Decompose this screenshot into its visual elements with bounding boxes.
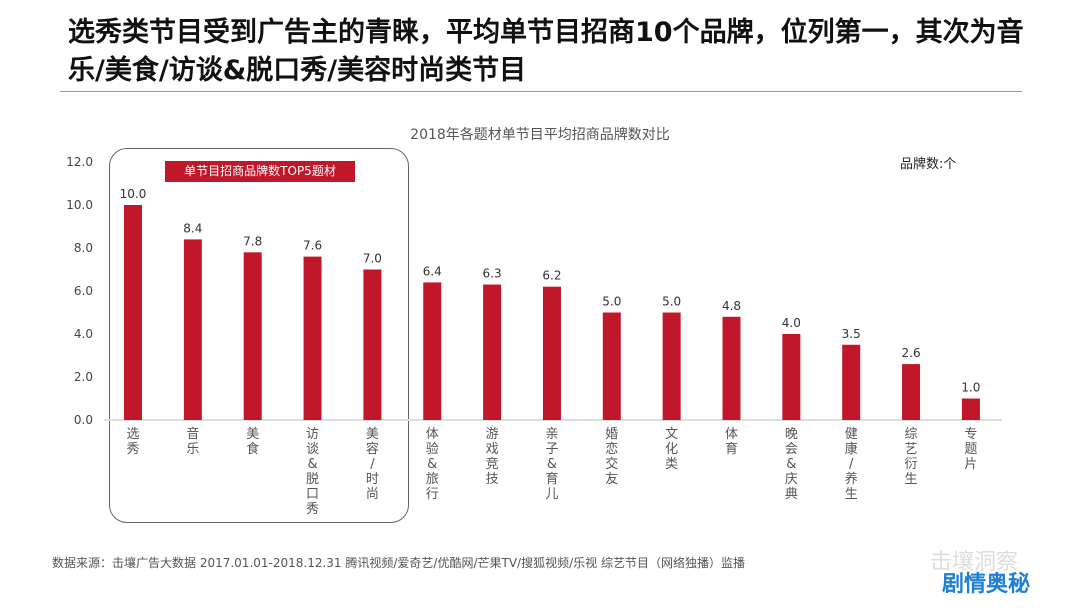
data-label: 4.8 — [722, 299, 741, 313]
x-tick-label: 体育 — [725, 427, 738, 457]
x-tick-label: 美食 — [246, 427, 259, 457]
data-label: 4.0 — [782, 316, 801, 330]
bar — [423, 282, 442, 420]
x-tick-label: 晚会&庆典 — [785, 427, 798, 502]
chart-title: 2018年各题材单节目平均招商品牌数对比 — [410, 127, 670, 143]
y-tick-label: 4.0 — [74, 327, 93, 341]
data-label: 3.5 — [842, 327, 861, 341]
x-tick-label: 健康/养生 — [845, 427, 858, 502]
data-label: 7.0 — [363, 252, 382, 266]
x-tick-label: 美容/时尚 — [366, 427, 379, 502]
x-tick-label: 综艺衍生 — [905, 427, 918, 487]
x-tick-label: 婚恋交友 — [605, 427, 618, 487]
bar — [782, 334, 801, 420]
data-label: 5.0 — [602, 295, 621, 309]
x-tick-label: 亲子&育儿 — [545, 427, 558, 502]
bar — [602, 312, 621, 420]
x-tick-label: 访谈&脱口秀 — [306, 427, 319, 517]
bar — [303, 256, 322, 420]
x-tick-label: 专题片 — [964, 427, 977, 472]
bar — [722, 316, 741, 420]
y-tick-label: 8.0 — [74, 241, 93, 255]
x-tick-label: 游戏竞技 — [486, 427, 499, 487]
y-axis-unit: 品牌数:个 — [900, 157, 957, 172]
data-label: 7.6 — [303, 239, 322, 253]
bar — [124, 205, 142, 420]
y-tick-label: 0.0 — [74, 413, 93, 427]
x-tick-label: 体验&旅行 — [426, 427, 439, 502]
data-label: 6.2 — [542, 269, 561, 283]
data-label: 2.6 — [902, 346, 921, 360]
bar — [363, 269, 382, 420]
data-label: 6.4 — [423, 264, 442, 278]
x-tick-label: 选秀 — [126, 427, 139, 457]
bar — [183, 239, 202, 420]
page-title: 选秀类节目受到广告主的青睐，平均单节目招商10个品牌，位列第一，其次为音乐/美食… — [68, 17, 1024, 86]
bar — [542, 286, 561, 420]
top5-label: 单节目招商品牌数TOP5题材 — [165, 161, 355, 182]
bar — [902, 364, 921, 420]
watermark-text: 击壤洞察 — [930, 550, 1019, 575]
bar — [662, 312, 681, 420]
y-tick-label: 2.0 — [74, 370, 93, 384]
data-label: 6.3 — [483, 267, 502, 281]
x-tick-label: 文化类 — [665, 427, 678, 472]
y-tick-label: 10.0 — [66, 198, 93, 212]
top5-highlight-box — [109, 148, 409, 523]
y-tick-label: 12.0 — [66, 155, 93, 169]
data-label: 1.0 — [961, 381, 980, 395]
data-label: 8.4 — [183, 221, 202, 235]
data-source: 数据来源：击壤广告大数据 2017.01.01-2018.12.31 腾讯视频/… — [52, 556, 745, 570]
divider — [60, 91, 1022, 92]
data-label: 5.0 — [662, 295, 681, 309]
bar — [961, 398, 980, 420]
data-label: 10.0 — [120, 187, 147, 201]
bar — [243, 252, 262, 420]
x-tick-label: 音乐 — [186, 426, 199, 457]
bar — [842, 344, 861, 420]
y-tick-label: 6.0 — [74, 284, 93, 298]
data-label: 7.8 — [243, 234, 262, 248]
bar — [483, 284, 502, 420]
watermark-logo: 剧情奥秘 — [942, 572, 1031, 597]
